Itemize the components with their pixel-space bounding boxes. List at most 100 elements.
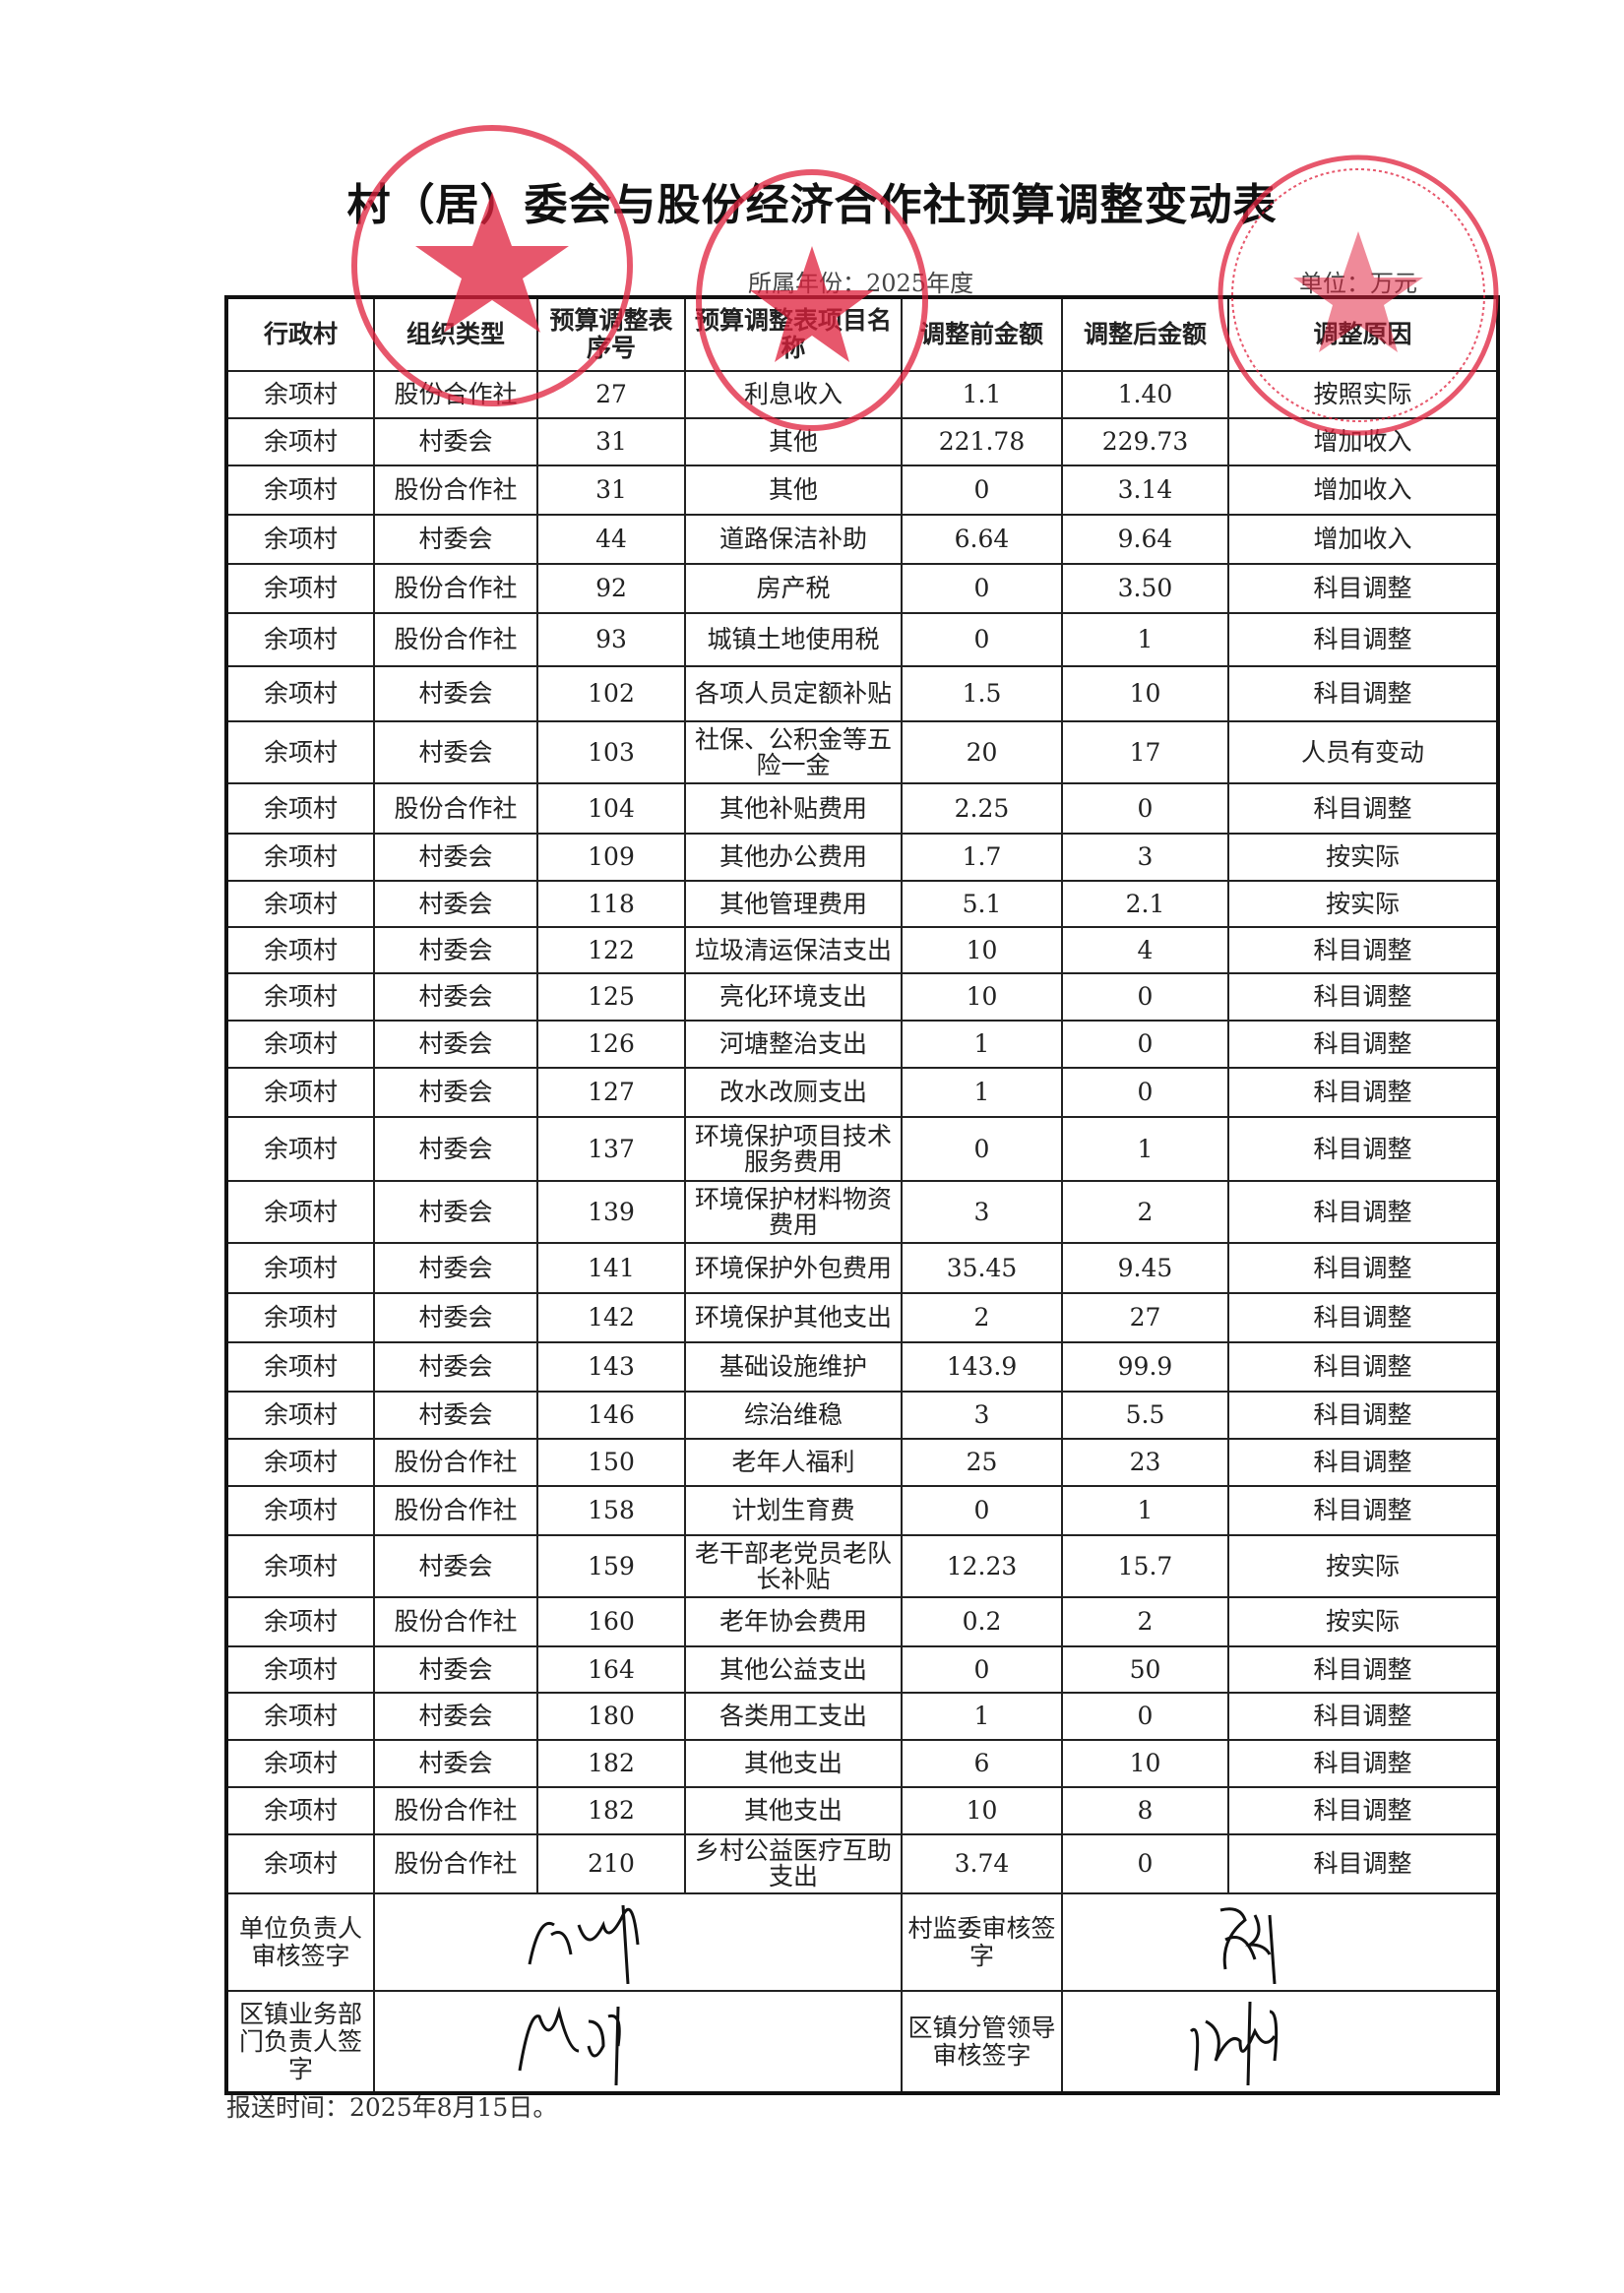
page-title: 村（居）委会与股份经济合作社预算调整变动表 bbox=[346, 180, 1278, 230]
cell-org-type: 村委会 bbox=[373, 1692, 538, 1741]
cell-village: 余项村 bbox=[225, 1242, 375, 1294]
table-row: 余项村 村委会 137 环境保护项目技术服务费用 0 1 科目调整 bbox=[225, 1116, 1499, 1182]
cell-village: 余项村 bbox=[225, 1485, 375, 1536]
cell-reason: 按实际 bbox=[1227, 880, 1499, 928]
cell-village: 余项村 bbox=[225, 1438, 375, 1487]
cell-item-name: 其他办公费用 bbox=[684, 833, 903, 882]
cell-item-name: 河塘整治支出 bbox=[684, 1020, 903, 1069]
cell-org-type: 村委会 bbox=[373, 1534, 538, 1598]
table-row: 余项村 股份合作社 210 乡村公益医疗互助支出 3.74 0 科目调整 bbox=[225, 1833, 1499, 1894]
cell-item-name: 环境保护外包费用 bbox=[684, 1242, 903, 1294]
cell-seq: 102 bbox=[536, 665, 686, 722]
budget-adjustment-table: 行政村 组织类型 预算调整表序号 预算调整表项目名称 调整前金额 调整后金额 调… bbox=[224, 295, 1500, 2095]
cell-amount-after: 0 bbox=[1061, 1692, 1229, 1741]
cell-village: 余项村 bbox=[225, 514, 375, 565]
cell-amount-after: 50 bbox=[1061, 1645, 1229, 1694]
header-village: 行政村 bbox=[225, 296, 375, 372]
cell-amount-after: 0 bbox=[1061, 1833, 1229, 1894]
cell-village: 余项村 bbox=[225, 370, 375, 419]
cell-org-type: 村委会 bbox=[373, 1180, 538, 1244]
table-row: 余项村 股份合作社 93 城镇土地使用税 0 1 科目调整 bbox=[225, 612, 1499, 667]
cell-org-type: 村委会 bbox=[373, 1292, 538, 1343]
cell-reason: 科目调整 bbox=[1227, 1116, 1499, 1182]
cell-amount-before: 1.7 bbox=[901, 833, 1063, 882]
cell-amount-before: 3.74 bbox=[901, 1833, 1063, 1894]
cell-item-name: 其他 bbox=[684, 417, 903, 466]
cell-seq: 143 bbox=[536, 1341, 686, 1393]
cell-org-type: 村委会 bbox=[373, 1067, 538, 1118]
table-row: 余项村 村委会 141 环境保护外包费用 35.45 9.45 科目调整 bbox=[225, 1242, 1499, 1294]
cell-reason: 科目调整 bbox=[1227, 1833, 1499, 1894]
cell-item-name: 利息收入 bbox=[684, 370, 903, 419]
signature-row-1: 单位负责人审核签字 村监委审核签字 bbox=[225, 1892, 1499, 1992]
cell-village: 余项村 bbox=[225, 1020, 375, 1069]
cell-village: 余项村 bbox=[225, 782, 375, 835]
cell-reason: 科目调整 bbox=[1227, 926, 1499, 974]
cell-item-name: 改水改厕支出 bbox=[684, 1067, 903, 1118]
cell-amount-after: 99.9 bbox=[1061, 1341, 1229, 1393]
cell-org-type: 村委会 bbox=[373, 1020, 538, 1069]
cell-village: 余项村 bbox=[225, 1833, 375, 1894]
cell-org-type: 村委会 bbox=[373, 417, 538, 466]
header-item-name: 预算调整表项目名称 bbox=[684, 296, 903, 372]
town-leader-label: 区镇分管领导审核签字 bbox=[901, 1990, 1063, 2094]
cell-amount-before: 6.64 bbox=[901, 514, 1063, 565]
cell-item-name: 其他补贴费用 bbox=[684, 782, 903, 835]
table-row: 余项村 村委会 180 各类用工支出 1 0 科目调整 bbox=[225, 1692, 1499, 1741]
cell-reason: 科目调整 bbox=[1227, 1645, 1499, 1694]
cell-amount-before: 0 bbox=[901, 1645, 1063, 1694]
cell-village: 余项村 bbox=[225, 720, 375, 784]
cell-village: 余项村 bbox=[225, 563, 375, 614]
cell-amount-before: 0 bbox=[901, 563, 1063, 614]
cell-village: 余项村 bbox=[225, 1116, 375, 1182]
table-row: 余项村 股份合作社 27 利息收入 1.1 1.40 按照实际 bbox=[225, 370, 1499, 419]
cell-amount-before: 0.2 bbox=[901, 1596, 1063, 1647]
cell-amount-after: 0 bbox=[1061, 972, 1229, 1022]
cell-amount-after: 23 bbox=[1061, 1438, 1229, 1487]
table-row: 余项村 股份合作社 158 计划生育费 0 1 科目调整 bbox=[225, 1485, 1499, 1536]
cell-org-type: 股份合作社 bbox=[373, 1438, 538, 1487]
cell-seq: 159 bbox=[536, 1534, 686, 1598]
cell-amount-before: 10 bbox=[901, 926, 1063, 974]
cell-amount-before: 12.23 bbox=[901, 1534, 1063, 1598]
cell-amount-before: 3 bbox=[901, 1180, 1063, 1244]
cell-org-type: 村委会 bbox=[373, 1391, 538, 1440]
cell-amount-after: 17 bbox=[1061, 720, 1229, 784]
cell-reason: 科目调整 bbox=[1227, 1067, 1499, 1118]
cell-village: 余项村 bbox=[225, 612, 375, 667]
unit-head-label: 单位负责人审核签字 bbox=[225, 1892, 375, 1992]
cell-item-name: 计划生育费 bbox=[684, 1485, 903, 1536]
header-row: 行政村 组织类型 预算调整表序号 预算调整表项目名称 调整前金额 调整后金额 调… bbox=[225, 296, 1499, 372]
table-row: 余项村 村委会 182 其他支出 6 10 科目调整 bbox=[225, 1739, 1499, 1788]
cell-amount-before: 10 bbox=[901, 1786, 1063, 1835]
cell-reason: 科目调整 bbox=[1227, 1292, 1499, 1343]
cell-amount-after: 8 bbox=[1061, 1786, 1229, 1835]
cell-org-type: 村委会 bbox=[373, 1739, 538, 1788]
cell-village: 余项村 bbox=[225, 417, 375, 466]
cell-seq: 146 bbox=[536, 1391, 686, 1440]
cell-org-type: 股份合作社 bbox=[373, 1596, 538, 1647]
village-supervisor-signature bbox=[1061, 1892, 1499, 1992]
cell-item-name: 其他 bbox=[684, 465, 903, 516]
cell-reason: 科目调整 bbox=[1227, 563, 1499, 614]
table-row: 余项村 村委会 118 其他管理费用 5.1 2.1 按实际 bbox=[225, 880, 1499, 928]
cell-seq: 158 bbox=[536, 1485, 686, 1536]
cell-amount-before: 0 bbox=[901, 465, 1063, 516]
table-row: 余项村 村委会 164 其他公益支出 0 50 科目调整 bbox=[225, 1645, 1499, 1694]
cell-reason: 按实际 bbox=[1227, 1596, 1499, 1647]
table-row: 余项村 村委会 122 垃圾清运保洁支出 10 4 科目调整 bbox=[225, 926, 1499, 974]
table-row: 余项村 村委会 125 亮化环境支出 10 0 科目调整 bbox=[225, 972, 1499, 1022]
cell-amount-before: 0 bbox=[901, 612, 1063, 667]
cell-amount-before: 5.1 bbox=[901, 880, 1063, 928]
cell-reason: 科目调整 bbox=[1227, 1341, 1499, 1393]
cell-reason: 科目调整 bbox=[1227, 782, 1499, 835]
cell-amount-after: 1 bbox=[1061, 612, 1229, 667]
cell-item-name: 亮化环境支出 bbox=[684, 972, 903, 1022]
handwritten-signature-icon bbox=[1189, 2001, 1279, 2086]
cell-item-name: 老年协会费用 bbox=[684, 1596, 903, 1647]
cell-amount-before: 2.25 bbox=[901, 782, 1063, 835]
cell-village: 余项村 bbox=[225, 1067, 375, 1118]
cell-org-type: 村委会 bbox=[373, 665, 538, 722]
cell-amount-after: 3.50 bbox=[1061, 563, 1229, 614]
cell-item-name: 环境保护材料物资费用 bbox=[684, 1180, 903, 1244]
